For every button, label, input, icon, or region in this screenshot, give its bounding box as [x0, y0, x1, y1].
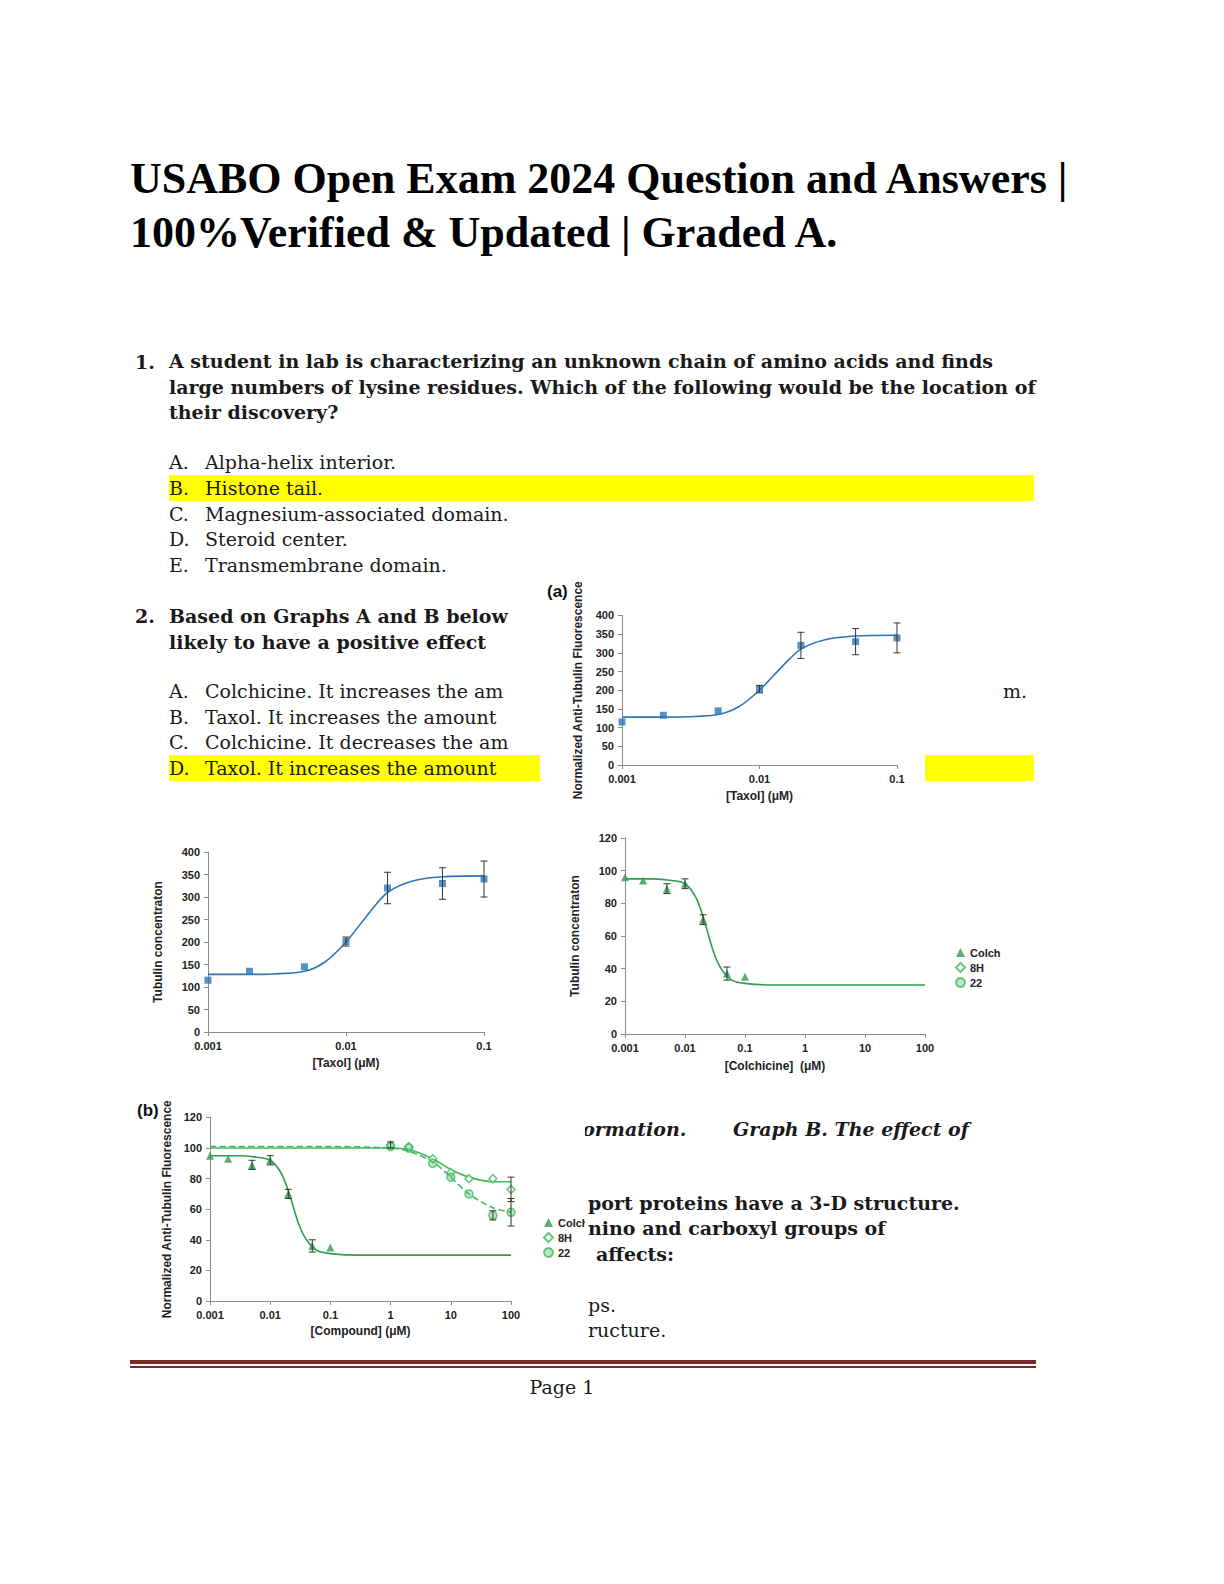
svg-text:[Colchicine] (μM): [Colchicine] (μM) [725, 1059, 826, 1073]
svg-text:0: 0 [194, 1026, 200, 1038]
svg-text:40: 40 [605, 963, 617, 975]
html-text:Colchicine. It decreases the a: Colchicine. It decreases the am [205, 731, 509, 754]
svg-text:0.001: 0.001 [611, 1042, 639, 1054]
svg-text:20: 20 [605, 995, 617, 1007]
svg-text:80: 80 [605, 897, 617, 909]
svg-text:40: 40 [190, 1234, 202, 1246]
html-text:2.: 2. [135, 605, 155, 627]
svg-text:Colch: Colch [970, 947, 1001, 959]
html-text:ps.: ps. [588, 1294, 616, 1316]
svg-text:250: 250 [182, 914, 200, 926]
svg-text:100: 100 [916, 1042, 934, 1054]
svg-text:300: 300 [596, 647, 614, 659]
svg-text:0.01: 0.01 [674, 1042, 695, 1054]
html-text:port proteins have a 3-D struc: port proteins have a 3-D structure. [588, 1192, 960, 1214]
svg-text:22: 22 [558, 1247, 570, 1259]
svg-text:(a): (a) [547, 582, 568, 601]
svg-text:0.01: 0.01 [259, 1309, 280, 1321]
html-text:C.: C. [169, 731, 189, 754]
svg-text:400: 400 [182, 846, 200, 858]
html-text:D.: D. [169, 528, 190, 551]
svg-text:[Taxol] (μM): [Taxol] (μM) [312, 1056, 379, 1070]
svg-text:0.001: 0.001 [196, 1309, 224, 1321]
html-text:m.: m. [1003, 680, 1028, 702]
html-text:Taxol. It increases the amount: Taxol. It increases the amount [205, 705, 497, 728]
svg-text:0: 0 [608, 759, 614, 771]
svg-text:50: 50 [188, 1004, 200, 1016]
svg-text:Normalized Anti-Tubulin Fluore: Normalized Anti-Tubulin Fluorescence [160, 1100, 174, 1318]
svg-text:350: 350 [182, 869, 200, 881]
svg-text:250: 250 [596, 666, 614, 678]
svg-text:120: 120 [599, 832, 617, 844]
svg-text:0.01: 0.01 [749, 773, 770, 785]
svg-text:300: 300 [182, 891, 200, 903]
svg-text:0: 0 [611, 1028, 617, 1040]
html-text:Taxol. It increases the amount: Taxol. It increases the amount [205, 757, 497, 780]
html-text:D.: D. [169, 757, 190, 780]
svg-text:8H: 8H [558, 1232, 572, 1244]
html-text:Graph B. The effect of: Graph B. The effect of [733, 1118, 969, 1140]
svg-text:[Compound] (μM): [Compound] (μM) [311, 1324, 411, 1338]
svg-text:22: 22 [970, 977, 982, 989]
svg-text:400: 400 [596, 609, 614, 621]
svg-text:1: 1 [802, 1042, 808, 1054]
svg-text:100: 100 [596, 722, 614, 734]
html-text:Steroid center.: Steroid center. [205, 528, 348, 551]
svg-text:0.1: 0.1 [889, 773, 904, 785]
svg-text:Tubulin concentraton: Tubulin concentraton [568, 875, 582, 997]
html-text:Magnesium-associated domain.: Magnesium-associated domain. [205, 502, 509, 525]
svg-text:60: 60 [605, 930, 617, 942]
html-text:A student in lab is characteri: A student in lab is characterizing an un… [169, 350, 1036, 423]
html-text:A.: A. [169, 680, 189, 702]
svg-text:20: 20 [190, 1264, 202, 1276]
svg-text:10: 10 [445, 1309, 457, 1321]
svg-text:150: 150 [182, 959, 200, 971]
html-text:likely to have a positive effe: likely to have a positive effect [169, 630, 487, 653]
html-text:Page 1: Page 1 [529, 1376, 595, 1398]
svg-text:100: 100 [184, 1142, 202, 1154]
html-text:1.: 1. [135, 351, 155, 373]
svg-text:0.1: 0.1 [476, 1040, 491, 1052]
svg-text:0: 0 [196, 1295, 202, 1307]
html-text:nino and carboxyl groups of: nino and carboxyl groups of [588, 1217, 886, 1239]
svg-text:150: 150 [596, 703, 614, 715]
html-text:Colchicine. It increases the a: Colchicine. It increases the am [205, 680, 504, 702]
svg-text:10: 10 [859, 1042, 871, 1054]
svg-text:60: 60 [190, 1203, 202, 1215]
html-text:ructure.: ructure. [588, 1319, 667, 1341]
svg-text:(b): (b) [137, 1101, 159, 1120]
svg-text:0.1: 0.1 [737, 1042, 752, 1054]
html-text:USABO Open Exam 2024 Question: USABO Open Exam 2024 Question and Answer… [130, 154, 1068, 257]
svg-text:Tubulin concentraton: Tubulin concentraton [151, 881, 165, 1003]
svg-text:Colch: Colch [558, 1217, 585, 1229]
html-text:Based on Graphs A and B below: Based on Graphs A and B below [169, 605, 508, 627]
svg-text:200: 200 [182, 936, 200, 948]
svg-text:1: 1 [388, 1309, 394, 1321]
svg-text:100: 100 [182, 981, 200, 993]
html-text:formation.: formation. [574, 1118, 687, 1140]
html-text:Transmembrane domain.: Transmembrane domain. [205, 554, 447, 576]
svg-text:100: 100 [599, 865, 617, 877]
html-text:E.: E. [169, 554, 189, 576]
svg-text:80: 80 [190, 1173, 202, 1185]
html-text:Alpha-helix interior.: Alpha-helix interior. [205, 451, 397, 473]
html-text:A.: A. [169, 451, 189, 473]
svg-text:200: 200 [596, 684, 614, 696]
svg-text:350: 350 [596, 628, 614, 640]
html-text:Histone tail.: Histone tail. [205, 476, 324, 499]
svg-text:50: 50 [602, 740, 614, 752]
svg-text:0.001: 0.001 [194, 1040, 222, 1052]
svg-text:120: 120 [184, 1111, 202, 1123]
svg-text:0.01: 0.01 [335, 1040, 356, 1052]
svg-text:0.001: 0.001 [608, 773, 636, 785]
html-text:B.: B. [169, 476, 189, 499]
svg-text:Normalized Anti-Tubulin Fluore: Normalized Anti-Tubulin Fluorescence [571, 581, 585, 799]
html-text:B.: B. [169, 705, 189, 728]
svg-text:8H: 8H [970, 962, 984, 974]
html-text:affects:: affects: [596, 1243, 675, 1265]
svg-text:100: 100 [502, 1309, 520, 1321]
html-text:C.: C. [169, 502, 189, 525]
svg-text:0.1: 0.1 [323, 1309, 338, 1321]
svg-text:[Taxol] (μM): [Taxol] (μM) [726, 789, 793, 803]
